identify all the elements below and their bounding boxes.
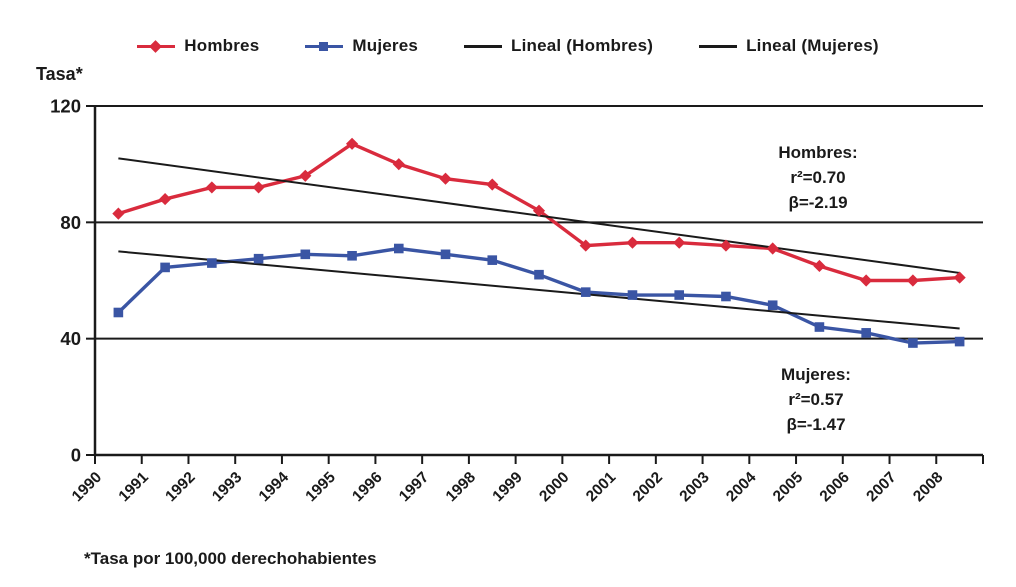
mujeres-marker-1993 [253, 253, 264, 264]
hombres-marker-1995 [345, 137, 359, 150]
x-tick-label-1997: 1997 [396, 469, 432, 505]
x-tick-label-1994: 1994 [256, 469, 293, 506]
legend-label-lineal-hombres: Lineal (Hombres) [511, 36, 654, 55]
hombres-marker-1997 [439, 172, 452, 185]
hombres-marker-2006 [860, 274, 873, 287]
x-tick-label-2005: 2005 [770, 469, 807, 506]
annotation-line: β=-1.47 [786, 415, 846, 434]
mujeres-marker-1994 [300, 249, 311, 260]
mujeres-marker-1997 [440, 249, 451, 260]
mujeres-marker-2003 [721, 291, 731, 302]
x-tick-label-2008: 2008 [910, 469, 947, 506]
legend-label-hombres: Hombres [184, 36, 260, 55]
x-tick-label-1995: 1995 [302, 469, 339, 506]
hombres-marker-2002 [673, 236, 686, 249]
legend-item-mujeres: Mujeres [305, 36, 418, 56]
x-tick-label-1991: 1991 [116, 469, 153, 506]
hombres-marker-2007 [906, 274, 919, 287]
mujeres-marker-2001 [627, 290, 638, 300]
y-tick-label-0: 0 [71, 445, 81, 466]
x-tick-label-2001: 2001 [583, 469, 620, 506]
mujeres-line-square-icon [305, 39, 344, 53]
x-tick-label-1998: 1998 [443, 469, 480, 506]
mujeres-marker-2006 [861, 328, 871, 338]
mujeres-marker-2000 [580, 287, 591, 297]
legend-item-lineal-hombres: Lineal (Hombres) [464, 36, 653, 56]
hombres-stats-annotation: Hombres: r²=0.70 β=-2.19 [726, 140, 910, 215]
x-tick-label-2000: 2000 [536, 469, 572, 505]
hombres-marker-1993 [252, 181, 265, 194]
x-tick-label-2003: 2003 [676, 469, 713, 506]
hombres-marker-1996 [392, 158, 405, 171]
mujeres-marker-2002 [674, 290, 685, 300]
mujeres-stats-annotation: Mujeres: r²=0.57 β=-1.47 [724, 362, 908, 437]
hombres-marker-2001 [626, 236, 639, 249]
x-tick-label-2002: 2002 [630, 469, 666, 505]
hombres-marker-1991 [159, 192, 172, 206]
trendline-icon [699, 39, 738, 53]
y-tick-label-80: 80 [60, 212, 81, 233]
mujeres-marker-1995 [347, 250, 357, 261]
mujeres-marker-1999 [534, 269, 544, 280]
hombres-marker-2003 [719, 239, 733, 252]
hombres-marker-2004 [766, 242, 779, 255]
legend-label-mujeres: Mujeres [352, 36, 419, 55]
y-tick-label-120: 120 [50, 96, 81, 117]
footnote: *Tasa por 100,000 derechohabientes [84, 549, 377, 568]
hombres-marker-1994 [299, 169, 312, 182]
x-tick-label-1999: 1999 [489, 469, 526, 506]
x-tick-label-2006: 2006 [817, 469, 854, 506]
x-tick-label-1992: 1992 [162, 469, 198, 505]
trendline-icon [464, 39, 503, 53]
mujeres-marker-2004 [767, 300, 778, 311]
hombres-marker-1998 [486, 178, 499, 191]
hombres-line-diamond-icon [137, 39, 176, 53]
mujeres-marker-1996 [393, 243, 404, 254]
annotation-line: Hombres: [778, 143, 858, 162]
mujeres-marker-1992 [207, 258, 217, 268]
legend-item-hombres: Hombres [137, 36, 259, 56]
mujeres-marker-1991 [160, 262, 170, 273]
legend-item-lineal-mujeres: Lineal (Mujeres) [699, 36, 879, 56]
y-axis-title: Tasa* [36, 64, 83, 84]
mujeres-marker-1990 [113, 307, 124, 318]
mujeres-marker-2007 [908, 338, 918, 348]
hombres-marker-1992 [205, 181, 218, 194]
annotation-line: r²=0.70 [790, 168, 846, 187]
annotation-line: β=-2.19 [788, 193, 848, 212]
x-tick-label-2007: 2007 [863, 469, 899, 505]
annotation-line: Mujeres: [781, 365, 851, 384]
x-tick-label-2004: 2004 [723, 469, 760, 506]
mujeres-marker-1998 [487, 255, 498, 265]
annotation-line: r²=0.57 [788, 390, 844, 409]
hombres-marker-2005 [813, 259, 826, 273]
legend-label-lineal-mujeres: Lineal (Mujeres) [746, 36, 879, 55]
mujeres-marker-2005 [814, 322, 825, 332]
hombres-marker-1990 [112, 207, 125, 220]
y-tick-label-40: 40 [60, 328, 81, 349]
lineal-mujeres-trendline [118, 250, 960, 330]
mujeres-marker-2008 [954, 336, 965, 347]
x-tick-label-1993: 1993 [209, 469, 246, 506]
x-tick-label-1990: 1990 [69, 469, 105, 505]
chart-legend: Hombres Mujeres Lineal (Hombres) Lineal … [0, 36, 1016, 56]
x-tick-label-1996: 1996 [349, 469, 386, 506]
